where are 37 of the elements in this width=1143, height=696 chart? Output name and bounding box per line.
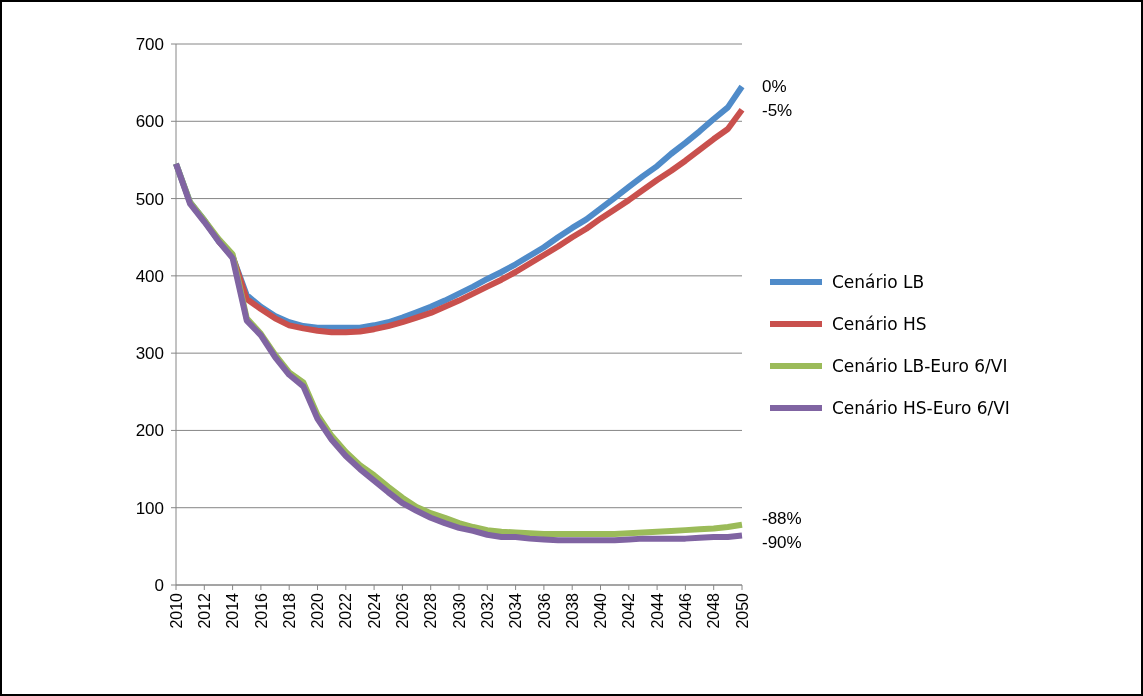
x-tick-label: 2036 — [535, 592, 553, 629]
legend-label: Cenário LB-Euro 6/VI — [832, 355, 1008, 376]
y-tick-label: 500 — [135, 189, 164, 209]
x-tick-label: 2012 — [195, 592, 213, 629]
x-tick-label: 2026 — [394, 592, 411, 629]
y-tick-label: 200 — [135, 421, 164, 441]
x-tick-label: 2050 — [733, 592, 751, 629]
x-tick-label: 2018 — [280, 592, 298, 629]
y-tick-label: 300 — [135, 344, 164, 364]
x-tick-label: 2010 — [167, 592, 185, 629]
x-tick-label: 2022 — [337, 592, 355, 629]
y-tick-label: 400 — [135, 266, 164, 286]
x-tick-label: 2028 — [422, 592, 440, 629]
x-tick-label: 2040 — [592, 592, 610, 629]
text: -88% — [762, 509, 802, 529]
legend-label: Cenário LB — [832, 271, 925, 292]
x-tick-label: 2032 — [478, 592, 496, 629]
x-tick-label: 2044 — [648, 592, 666, 629]
x-tick-label: 2020 — [309, 592, 327, 629]
y-tick-label: 100 — [135, 498, 164, 518]
legend-label: Cenário HS — [832, 313, 927, 334]
y-tick-label: 600 — [135, 112, 164, 132]
x-tick-label: 2014 — [224, 592, 242, 629]
x-tick-label: 2030 — [450, 592, 468, 629]
text: 0% — [762, 77, 787, 97]
text: -5% — [762, 101, 793, 121]
legend-label: Cenário HS-Euro 6/VI — [832, 397, 1010, 418]
x-tick-label: 2048 — [705, 592, 723, 629]
x-tick-label: 2042 — [620, 592, 638, 629]
y-tick-label: 0 — [154, 575, 164, 595]
x-tick-label: 2016 — [252, 592, 270, 629]
x-tick-label: 2038 — [563, 592, 581, 629]
y-tick-label: 700 — [135, 34, 164, 54]
x-tick-label: 2024 — [365, 592, 383, 629]
x-tick-label: 2046 — [677, 592, 694, 629]
text: -90% — [762, 533, 802, 553]
x-tick-label: 2034 — [507, 592, 525, 629]
